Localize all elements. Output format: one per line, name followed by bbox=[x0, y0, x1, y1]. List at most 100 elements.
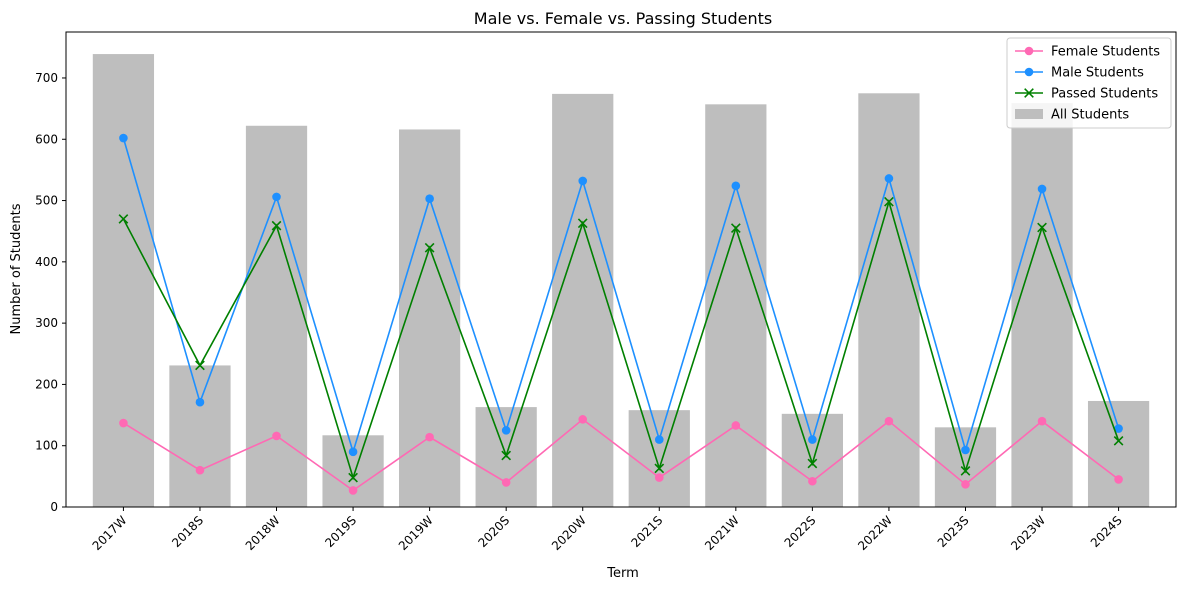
point-female-students-2019s bbox=[348, 486, 358, 495]
legend-box bbox=[1006, 37, 1172, 129]
chart-title: Male vs. Female vs. Passing Students bbox=[474, 9, 772, 28]
y-tick-label-0: 0 bbox=[50, 500, 58, 514]
bar-all-students-2018w bbox=[245, 125, 308, 507]
x-tick-label-2022w: 2022W bbox=[855, 513, 895, 553]
point-male-students-2019w bbox=[425, 194, 434, 204]
x-stroke bbox=[118, 214, 129, 224]
line-female-students bbox=[122, 418, 1120, 492]
y-tick-label-200: 200 bbox=[35, 377, 58, 391]
point-female-students-2021w bbox=[731, 421, 741, 430]
x-stroke bbox=[654, 463, 665, 474]
point-passed-students-2021w bbox=[730, 223, 741, 233]
x-axis-title: Term bbox=[606, 566, 639, 581]
point-male-students-2021s bbox=[654, 435, 664, 444]
point-male-students-2022s bbox=[808, 435, 817, 444]
point-passed-students-2019w bbox=[424, 242, 435, 253]
point-female-students-2023s bbox=[961, 480, 970, 489]
x-tick-label-2017w: 2017W bbox=[90, 513, 130, 553]
bar-all-students-2021w bbox=[705, 104, 767, 508]
x-tick-label-2018s: 2018S bbox=[169, 513, 206, 550]
point-female-students-2018w bbox=[272, 431, 281, 441]
point-male-students-2018s bbox=[195, 397, 205, 407]
point-male-students-2024s bbox=[1114, 424, 1123, 433]
legend-marker-passed-students bbox=[1024, 88, 1034, 98]
x-stroke bbox=[1113, 435, 1124, 446]
point-female-students-2020w bbox=[578, 415, 588, 424]
bar-all-students-2019w bbox=[399, 129, 461, 508]
point-female-students-2019w bbox=[425, 432, 434, 442]
y-tick-label-100: 100 bbox=[35, 439, 58, 453]
x-stroke bbox=[884, 196, 894, 207]
x-tick-label-2023w: 2023W bbox=[1008, 513, 1048, 553]
point-passed-students-2020s bbox=[501, 450, 512, 461]
legend-item-all-students: All Students bbox=[1015, 108, 1129, 123]
bars-layer bbox=[92, 54, 1150, 508]
legend-item-passed-students: Passed Students bbox=[1015, 87, 1158, 102]
bar-all-students-2019s bbox=[322, 435, 384, 507]
x-stroke bbox=[577, 218, 588, 229]
legend-marker-male-students bbox=[1024, 67, 1034, 77]
x-stroke bbox=[195, 360, 205, 371]
point-passed-students-2022w bbox=[884, 196, 894, 207]
plot-frame bbox=[65, 31, 1177, 508]
x-stroke bbox=[807, 458, 818, 469]
bar-all-students-2017w bbox=[92, 54, 155, 508]
y-tick-label-600: 600 bbox=[35, 132, 58, 146]
bar-all-students-2024s bbox=[1087, 400, 1150, 507]
bar-all-students-2022s bbox=[781, 413, 843, 507]
bar-all-students-2018s bbox=[169, 365, 231, 507]
x-tick-label-2024s: 2024S bbox=[1088, 513, 1125, 550]
x-stroke bbox=[730, 223, 741, 233]
point-male-students-2019s bbox=[348, 447, 358, 457]
point-passed-students-2022s bbox=[807, 458, 818, 469]
legend-label-all-students: All Students bbox=[1051, 108, 1129, 123]
y-tick-label-500: 500 bbox=[35, 194, 58, 208]
x-tick-label-2021w: 2021W bbox=[702, 513, 742, 553]
point-male-students-2017w bbox=[119, 133, 128, 143]
point-female-students-2022s bbox=[808, 476, 817, 486]
x-tick-label-2020s: 2020S bbox=[475, 513, 512, 550]
legend-swatch-all-students bbox=[1015, 109, 1043, 119]
point-passed-students-2018w bbox=[271, 220, 282, 231]
x-tick-label-2020w: 2020W bbox=[549, 513, 589, 553]
bar-all-students-2022w bbox=[858, 93, 920, 508]
x-tick-label-2019w: 2019W bbox=[396, 513, 436, 553]
point-passed-students-2023s bbox=[960, 465, 971, 476]
point-female-students-2018s bbox=[195, 465, 205, 475]
point-male-students-2021w bbox=[731, 181, 741, 191]
point-female-students-2021s bbox=[654, 473, 664, 482]
x-tick-label-2023s: 2023S bbox=[935, 513, 972, 550]
legend-item-female-students: Female Students bbox=[1015, 45, 1160, 60]
y-tick-label-700: 700 bbox=[35, 71, 58, 85]
point-female-students-2022w bbox=[884, 416, 894, 426]
x-stroke bbox=[424, 242, 435, 253]
legend-item-male-students: Male Students bbox=[1015, 66, 1144, 81]
bar-all-students-2020w bbox=[552, 93, 614, 507]
bar-all-students-2021s bbox=[628, 410, 690, 507]
point-female-students-2017w bbox=[119, 418, 128, 428]
x-stroke bbox=[1037, 222, 1047, 233]
line-male-students bbox=[122, 137, 1120, 455]
point-female-students-2024s bbox=[1114, 475, 1123, 484]
x-tick-label-2019s: 2019S bbox=[322, 513, 359, 550]
legend-label-female-students: Female Students bbox=[1051, 45, 1160, 60]
point-male-students-2023s bbox=[961, 445, 970, 455]
point-passed-students-2018s bbox=[195, 360, 205, 371]
point-male-students-2020w bbox=[578, 176, 588, 186]
point-passed-students-2024s bbox=[1113, 435, 1124, 446]
lines-layer bbox=[118, 133, 1124, 495]
legend-label-passed-students: Passed Students bbox=[1051, 87, 1158, 102]
point-passed-students-2017w bbox=[118, 214, 129, 224]
x-stroke bbox=[501, 450, 512, 461]
line-passed-students bbox=[122, 198, 1120, 481]
point-male-students-2020s bbox=[501, 426, 511, 435]
legend-label-male-students: Male Students bbox=[1051, 66, 1144, 81]
point-female-students-2020s bbox=[501, 478, 511, 487]
legend: Female Students Male Students Passed Stude… bbox=[1006, 37, 1172, 129]
point-passed-students-2023w bbox=[1037, 222, 1047, 233]
point-male-students-2022w bbox=[884, 174, 894, 183]
y-tick-label-400: 400 bbox=[35, 255, 58, 269]
x-tick-label-2018w: 2018W bbox=[243, 513, 283, 553]
